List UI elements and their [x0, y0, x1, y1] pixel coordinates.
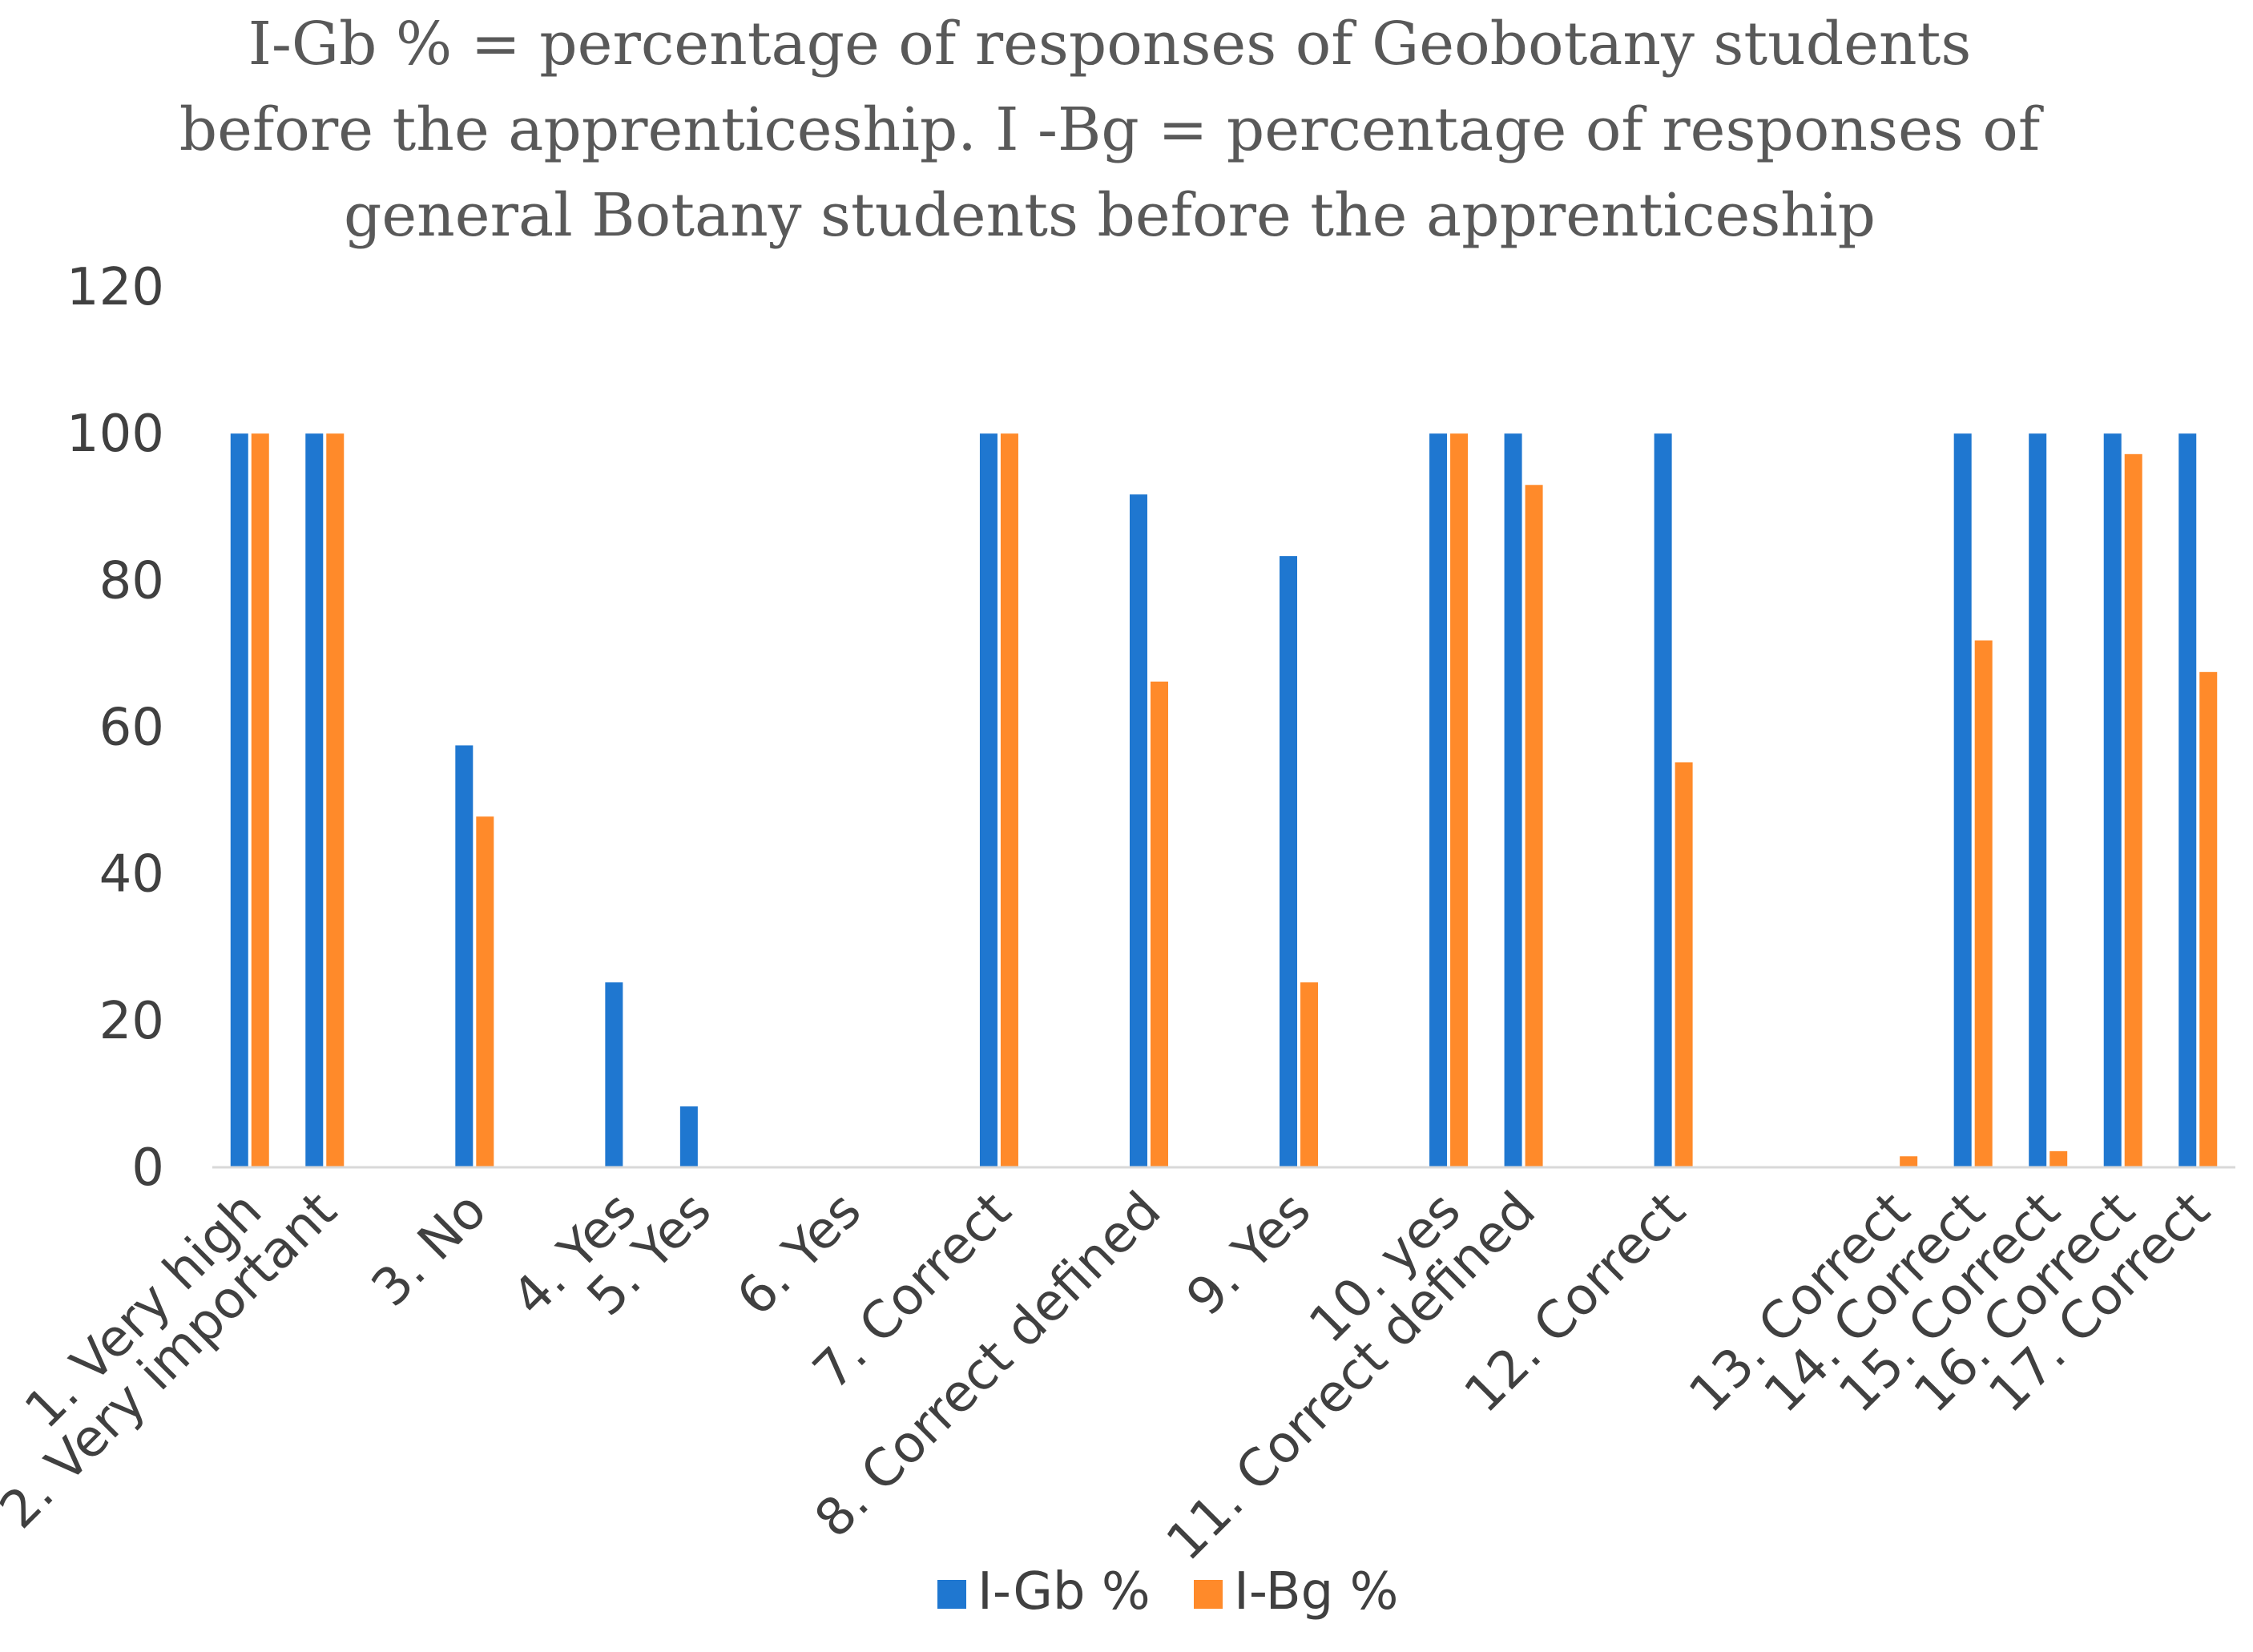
legend-swatch [1194, 1580, 1223, 1609]
x-tick-label: 3. No [361, 1181, 498, 1318]
y-axis: 0 20 40 60 80 100 120 [67, 258, 164, 1198]
bar-i-bg [326, 433, 345, 1167]
bar-i-gb [1429, 433, 1448, 1167]
bar-i-bg [1300, 982, 1319, 1167]
bar-i-bg [1675, 762, 1693, 1167]
bar-i-gb [1953, 433, 1972, 1167]
bar-i-gb [2029, 433, 2047, 1167]
bar-i-bg [476, 816, 494, 1167]
chart-title-line-2: before the apprenticeship. I -Bg = perce… [179, 95, 2044, 164]
bar-i-gb [1280, 556, 1298, 1167]
bar-i-bg [1900, 1156, 1918, 1167]
bar-i-bg [1450, 433, 1469, 1167]
bar-i-gb [1654, 433, 1672, 1167]
bar-i-gb [455, 745, 474, 1167]
y-tick-label: 0 [131, 1138, 164, 1198]
y-tick-label: 120 [67, 258, 164, 317]
x-tick-label: 9. Yes [1175, 1181, 1322, 1328]
bar-i-gb [305, 433, 324, 1167]
legend-swatch [937, 1580, 966, 1609]
y-tick-label: 60 [99, 699, 164, 758]
bar-i-bg [1000, 433, 1018, 1167]
chart-title: I-Gb % = percentage of responses of Geob… [179, 10, 2044, 250]
x-tick-label: 6. Yes [726, 1181, 873, 1328]
legend-label: I-Gb % [977, 1562, 1151, 1622]
chart-title-line-3: general Botany students before the appre… [344, 181, 1876, 250]
legend-label: I-Bg % [1234, 1562, 1398, 1622]
bar-i-gb [979, 433, 998, 1167]
y-tick-label: 20 [99, 992, 164, 1051]
bar-i-bg [2124, 453, 2142, 1167]
bar-i-gb [679, 1106, 698, 1167]
bar-i-bg [1525, 485, 1543, 1167]
bar-i-bg [2199, 671, 2218, 1167]
bar-series [230, 433, 2218, 1167]
bar-i-bg [251, 433, 269, 1167]
bar-i-gb [230, 433, 248, 1167]
bar-i-gb [1504, 433, 1522, 1167]
bar-i-bg [1150, 681, 1168, 1167]
y-tick-label: 80 [99, 551, 164, 610]
chart-title-line-1: I-Gb % = percentage of responses of Geob… [248, 10, 1972, 79]
y-tick-label: 40 [99, 845, 164, 905]
bar-i-gb [2103, 433, 2122, 1167]
y-tick-label: 100 [67, 405, 164, 464]
legend: I-Gb % I-Bg % [937, 1562, 1398, 1622]
bar-i-bg [2049, 1150, 2068, 1167]
bar-i-gb [1129, 494, 1147, 1167]
bar-i-gb [2178, 433, 2197, 1167]
bar-i-gb [605, 982, 623, 1167]
bar-i-bg [1974, 640, 1993, 1167]
